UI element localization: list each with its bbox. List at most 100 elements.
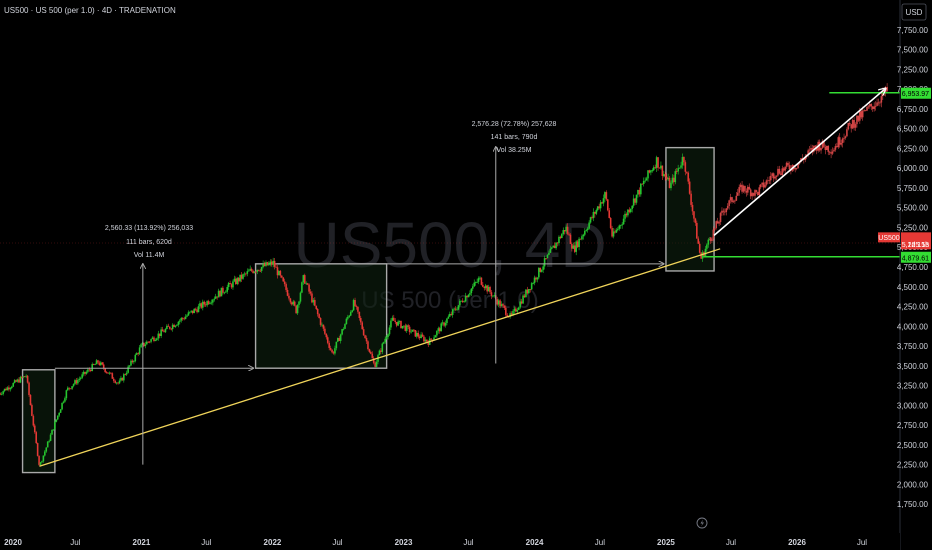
candle-body [678,167,681,169]
price-axis[interactable]: 1,750.00 2,000.00 2,250.00 2,500.00 2,750.00… [878,0,932,550]
candle-body [627,209,629,216]
candle-body [219,290,221,297]
currency-button-frame [901,3,927,21]
candle-body [579,238,582,240]
candle-body [662,174,665,176]
candle-body [523,295,526,298]
candle-body [382,342,385,344]
candle-body [553,245,556,249]
candle-body [803,159,805,161]
candle-body [466,295,468,298]
candle-body [778,168,781,174]
candle-body [830,152,832,154]
candle-body [605,192,608,200]
candle-body [415,332,418,337]
candle-body [476,281,478,283]
candle-body [496,299,499,305]
candle-body [430,338,432,340]
candle-body [592,212,595,219]
candle-body [598,206,600,209]
candle-body [446,318,448,324]
candle-body [9,387,12,390]
candle-body [203,301,206,305]
candle-body [418,336,421,339]
lightning-icon[interactable] [696,517,708,529]
candle-body [23,376,26,378]
candle-body [45,447,48,452]
time-tick-label: 2026 [788,538,806,547]
candle-body [380,350,382,352]
candle-body [833,149,835,152]
candle-body [683,157,685,163]
candle-body [339,334,342,341]
candle-body [247,270,250,272]
candle-body [589,217,592,223]
candle-body [825,145,828,150]
candle-body [870,103,873,107]
time-tick-label: 2023 [395,538,413,547]
candle-body [782,168,785,171]
time-tick-label: Jul [70,538,80,547]
price-tick-label: 2,250.00 [897,461,929,470]
candle-body [568,233,570,235]
candle-body [263,263,266,267]
candle-body [426,339,428,342]
candle-body [395,321,398,326]
candle-body [797,163,799,169]
candle-body [233,278,236,282]
candle-body [661,165,664,176]
candle-body [191,310,194,314]
candle-body [285,284,287,290]
currency-button[interactable]: USD [906,8,923,17]
candle-body [701,252,704,259]
candle-body [82,371,85,375]
candle-body [459,300,461,306]
candle-body [601,202,603,204]
time-axis[interactable]: 2020 Jul 2021 Jul 2022 Jul 2023 Jul 2024 Jul 2025 J… [0,533,900,550]
trendline [39,248,721,467]
candle-body [345,318,348,325]
candle-body [348,315,351,317]
candle-body [489,286,491,293]
candle-body [138,347,141,354]
candle-body [874,105,877,107]
candle-body [44,451,46,456]
candle-body [28,382,30,395]
candle-body [807,150,809,155]
candle-body [594,212,596,214]
candle-body [470,288,473,294]
candle-body [879,102,881,104]
candle-body [354,299,356,307]
time-tick-label: Jul [463,538,473,547]
candle-body [275,266,277,268]
candle-body [622,218,625,225]
candle-body [834,146,837,150]
candle-body [217,290,220,298]
support-price-tag: 4,879.61 [902,255,929,262]
candle-body [2,391,4,394]
candle-body [877,102,880,104]
candle-body [873,106,875,109]
candle-body [505,307,507,315]
candle-body [283,281,286,285]
candle-body [632,198,635,206]
candle-body [635,194,638,203]
projection-arrow [713,88,886,236]
candle-body [463,301,465,303]
candle-body [880,96,883,103]
candle-body [529,289,532,290]
candle-body [828,151,831,153]
candle-body [512,310,514,315]
candle-body [368,349,371,352]
candle-body [151,337,154,340]
candle-body [734,200,736,202]
candle-body [189,311,191,313]
candle-body [235,278,237,284]
candle-body [104,368,106,373]
candle-body [144,344,147,347]
candle-body [540,269,543,272]
candle-body [715,221,718,229]
time-tick-label: Jul [332,538,342,547]
candle-body [824,146,827,150]
